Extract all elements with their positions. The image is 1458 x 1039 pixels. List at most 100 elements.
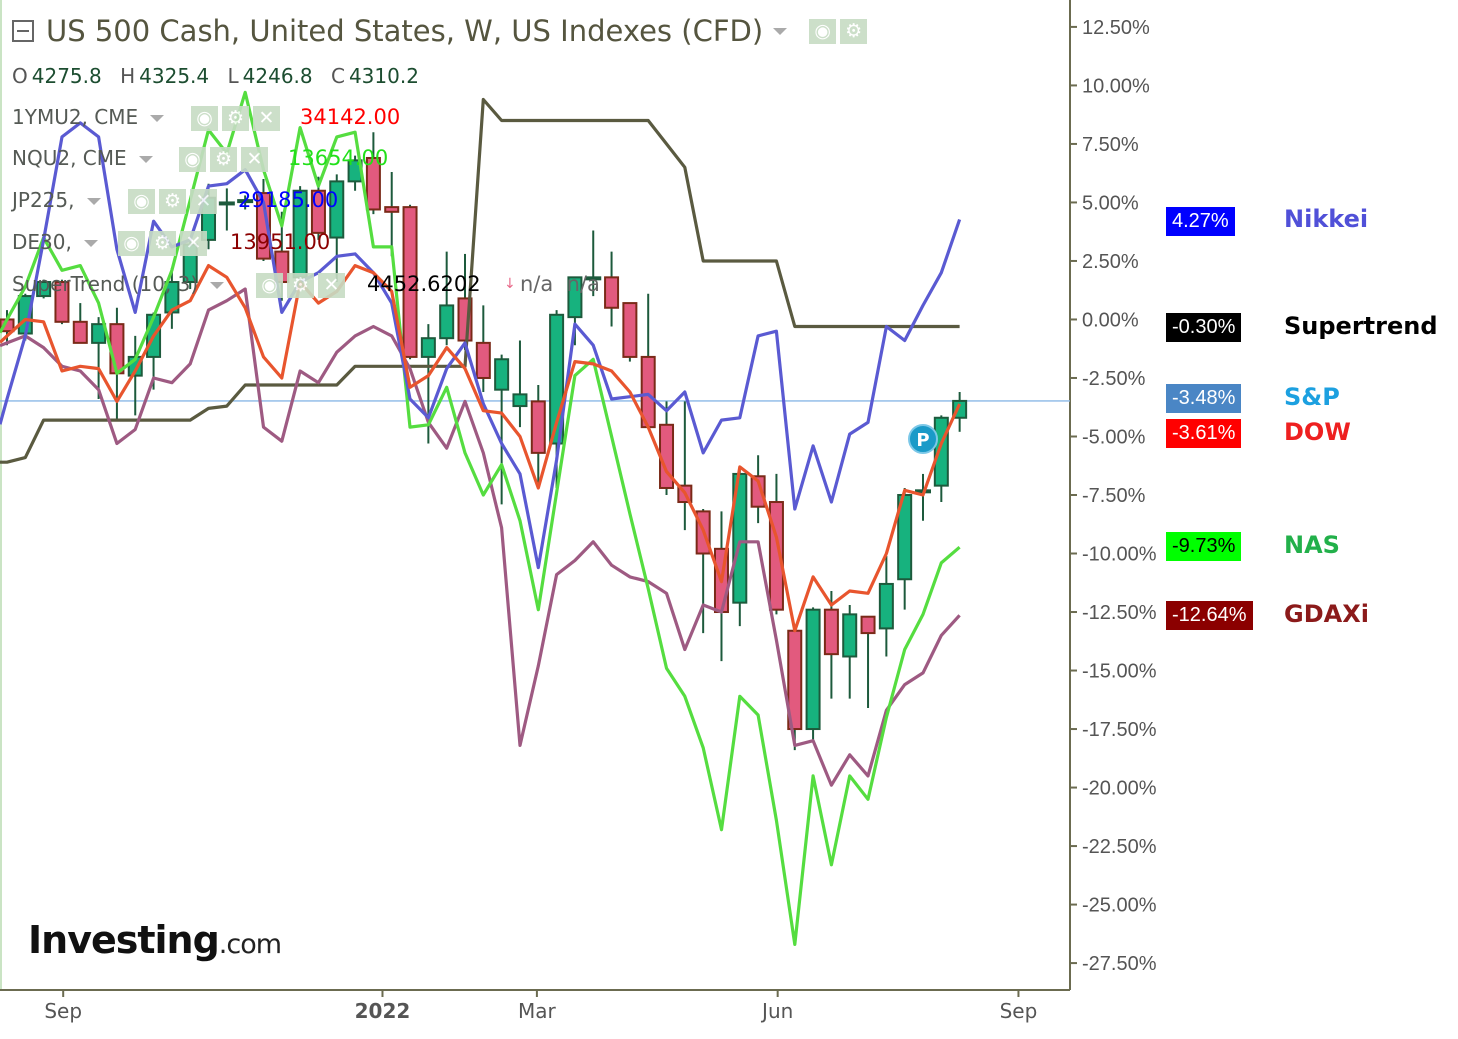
candle-body <box>365 156 381 211</box>
candle-body <box>750 475 766 508</box>
candle-body <box>91 323 107 344</box>
low-label: L <box>227 64 239 88</box>
high-label: H <box>120 64 136 88</box>
y-tick-label: -10.00% <box>1082 544 1157 566</box>
y-tick-label: -17.50% <box>1082 719 1157 741</box>
y-tick-label: 12.50% <box>1082 17 1150 39</box>
series-name-nikkei: Nikkei <box>1284 205 1369 233</box>
caret-down-icon[interactable] <box>138 156 153 163</box>
x-axis-ticks: Sep 2022 Mar Jun Sep <box>44 990 1037 1023</box>
candle <box>54 279 70 325</box>
gear-icon[interactable]: ⚙ <box>222 106 249 131</box>
x-tick-label: 2022 <box>355 999 411 1023</box>
candle-body <box>402 206 418 358</box>
candle <box>860 615 876 708</box>
candle <box>365 132 381 215</box>
caret-down-icon[interactable] <box>150 115 165 122</box>
x-tick-label: Jun <box>760 999 793 1023</box>
series-name-dow: DOW <box>1284 418 1351 446</box>
caret-down-icon[interactable] <box>773 27 788 35</box>
p-marker-circle[interactable] <box>908 424 938 454</box>
legend-symbol: DE30, <box>12 230 72 254</box>
eye-icon[interactable]: ◉ <box>809 18 837 44</box>
gear-icon[interactable]: ⚙ <box>149 231 176 256</box>
close-value: 4310.2 <box>348 64 419 88</box>
price-tag-nas: -9.73% <box>1166 532 1242 561</box>
candle <box>72 303 88 344</box>
close-icon[interactable]: ✕ <box>318 273 345 298</box>
candle <box>237 195 254 210</box>
chart-title-row: US 500 Cash, United States, W, US Indexe… <box>12 14 868 48</box>
series-line-gdaxi <box>0 287 961 787</box>
minus-square-icon[interactable] <box>12 20 34 42</box>
y-tick-label: -2.50% <box>1082 368 1146 390</box>
series-name-sp: S&P <box>1284 383 1340 411</box>
y-tick-label: -20.00% <box>1082 778 1157 800</box>
candle <box>677 401 693 531</box>
candle <box>512 340 528 428</box>
candle <box>439 251 455 346</box>
candle <box>402 204 418 360</box>
close-icon[interactable]: ✕ <box>253 106 280 131</box>
gear-icon[interactable]: ⚙ <box>840 18 868 44</box>
eye-icon[interactable]: ◉ <box>179 147 206 172</box>
y-tick-label: -12.50% <box>1082 602 1157 624</box>
legend-row-supertrend[interactable]: SuperTrend (10, 3) ◉ ⚙ ✕ 4452.6202 ↓ n/a n… <box>12 271 652 298</box>
gear-icon[interactable]: ⚙ <box>287 273 314 298</box>
series-line-nas <box>0 90 961 947</box>
candle-body <box>878 582 894 630</box>
eye-icon[interactable]: ◉ <box>191 106 218 131</box>
close-icon[interactable]: ✕ <box>241 147 268 172</box>
candle <box>292 186 308 283</box>
candle-body <box>842 613 858 658</box>
close-icon[interactable]: ✕ <box>180 231 207 256</box>
candle-body <box>109 323 125 375</box>
candle-body <box>475 341 491 379</box>
gear-icon[interactable]: ⚙ <box>159 189 186 214</box>
caret-down-icon[interactable] <box>83 240 98 247</box>
candle <box>329 174 345 283</box>
legend-row-1ymu2[interactable]: 1YMU2, CME ◉ ⚙ ✕ 34142.00 <box>12 104 432 131</box>
arrow-down-icon: ↓ <box>504 276 516 292</box>
caret-down-icon[interactable] <box>210 282 225 289</box>
candle <box>475 305 491 393</box>
eye-icon[interactable]: ◉ <box>118 231 145 256</box>
x-tick-label: Sep <box>1000 999 1038 1023</box>
candle <box>805 607 821 741</box>
legend-value: 29185.00 <box>238 188 339 212</box>
y-tick-label: -27.50% <box>1082 953 1157 975</box>
candle-body <box>36 281 52 298</box>
candle <box>91 317 107 400</box>
open-value: 4275.8 <box>31 64 102 88</box>
eye-icon[interactable]: ◉ <box>128 189 155 214</box>
candle-body <box>384 206 400 213</box>
legend-symbol: SuperTrend (10, 3) <box>12 272 199 296</box>
legend-row-de30[interactable]: DE30, ◉ ⚙ ✕ 13951.00 <box>12 229 432 256</box>
series-name-nas: NAS <box>1284 531 1340 559</box>
eye-icon[interactable]: ◉ <box>256 273 283 298</box>
candle <box>585 230 602 297</box>
candle-body <box>329 180 345 239</box>
legend-value: 34142.00 <box>300 105 401 129</box>
comparison-series <box>0 90 962 947</box>
y-tick-label: 5.00% <box>1082 192 1139 214</box>
y-tick-label: -22.50% <box>1082 836 1157 858</box>
chart-title: US 500 Cash, United States, W, US Indexe… <box>46 14 764 48</box>
series-line-supertrend <box>0 97 960 464</box>
close-icon[interactable]: ✕ <box>190 189 217 214</box>
p-marker[interactable]: P <box>908 424 938 454</box>
candle-body <box>567 276 583 319</box>
series-name-gdaxi: GDAXi <box>1284 600 1369 628</box>
y-axis-ticks: 12.50% 10.00% 7.50% 5.00% 2.50% 0.00% -2.50% -5… <box>1070 17 1157 975</box>
y-tick-label: 7.50% <box>1082 134 1139 156</box>
candle-body <box>218 201 235 206</box>
caret-down-icon[interactable] <box>86 198 101 205</box>
price-tag-dow: -3.61% <box>1166 419 1242 448</box>
legend-row-jp225[interactable]: JP225, ◉ ⚙ ✕ 29185.00 <box>12 187 432 214</box>
candle-body <box>439 304 455 340</box>
gear-icon[interactable]: ⚙ <box>210 147 237 172</box>
legend-extra: n/a n/a <box>520 272 600 296</box>
candle-body <box>805 608 821 731</box>
legend-row-nqu2[interactable]: NQU2, CME ◉ ⚙ ✕ 13654.00 <box>12 145 432 172</box>
y-tick-label: -5.00% <box>1082 426 1146 448</box>
